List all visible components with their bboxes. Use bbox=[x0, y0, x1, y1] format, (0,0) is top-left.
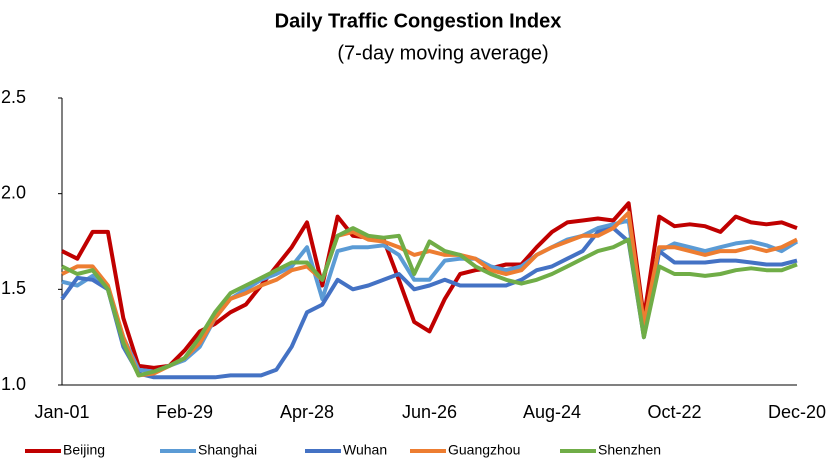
y-tick-label: 2.0 bbox=[1, 182, 26, 202]
series-line bbox=[61, 226, 798, 378]
legend-label: Shanghai bbox=[198, 442, 257, 458]
y-tick-label: 2.5 bbox=[1, 87, 26, 107]
x-tick-label: Feb-29 bbox=[156, 402, 213, 422]
legend-label: Shenzhen bbox=[598, 442, 661, 458]
series-line bbox=[61, 201, 798, 370]
legend-label: Guangzhou bbox=[448, 442, 520, 458]
x-tick-label: Oct-22 bbox=[647, 402, 701, 422]
legend-label: Wuhan bbox=[343, 442, 387, 458]
x-tick-label: Jan-01 bbox=[34, 402, 89, 422]
chart-title: Daily Traffic Congestion Index bbox=[275, 10, 562, 32]
x-tick-label: Apr-28 bbox=[280, 402, 334, 422]
series-line bbox=[60, 226, 798, 380]
legend-label: Beijing bbox=[63, 442, 105, 458]
x-tick-label: Aug-24 bbox=[523, 402, 581, 422]
x-tick-label: Dec-20 bbox=[768, 402, 826, 422]
x-tick-label: Jun-26 bbox=[402, 402, 457, 422]
chart-subtitle: (7-day moving average) bbox=[337, 42, 548, 64]
y-tick-label: 1.0 bbox=[1, 374, 26, 394]
y-tick-label: 1.5 bbox=[1, 278, 26, 298]
series-line bbox=[61, 210, 798, 378]
